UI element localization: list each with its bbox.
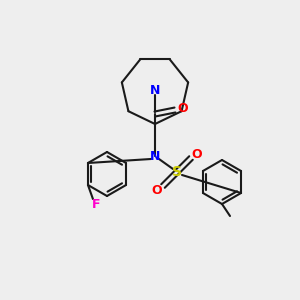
Text: N: N bbox=[150, 83, 160, 97]
Text: O: O bbox=[192, 148, 202, 160]
Text: F: F bbox=[92, 199, 100, 212]
Text: O: O bbox=[178, 103, 188, 116]
Text: O: O bbox=[152, 184, 162, 196]
Text: S: S bbox=[172, 165, 182, 179]
Text: N: N bbox=[150, 149, 160, 163]
